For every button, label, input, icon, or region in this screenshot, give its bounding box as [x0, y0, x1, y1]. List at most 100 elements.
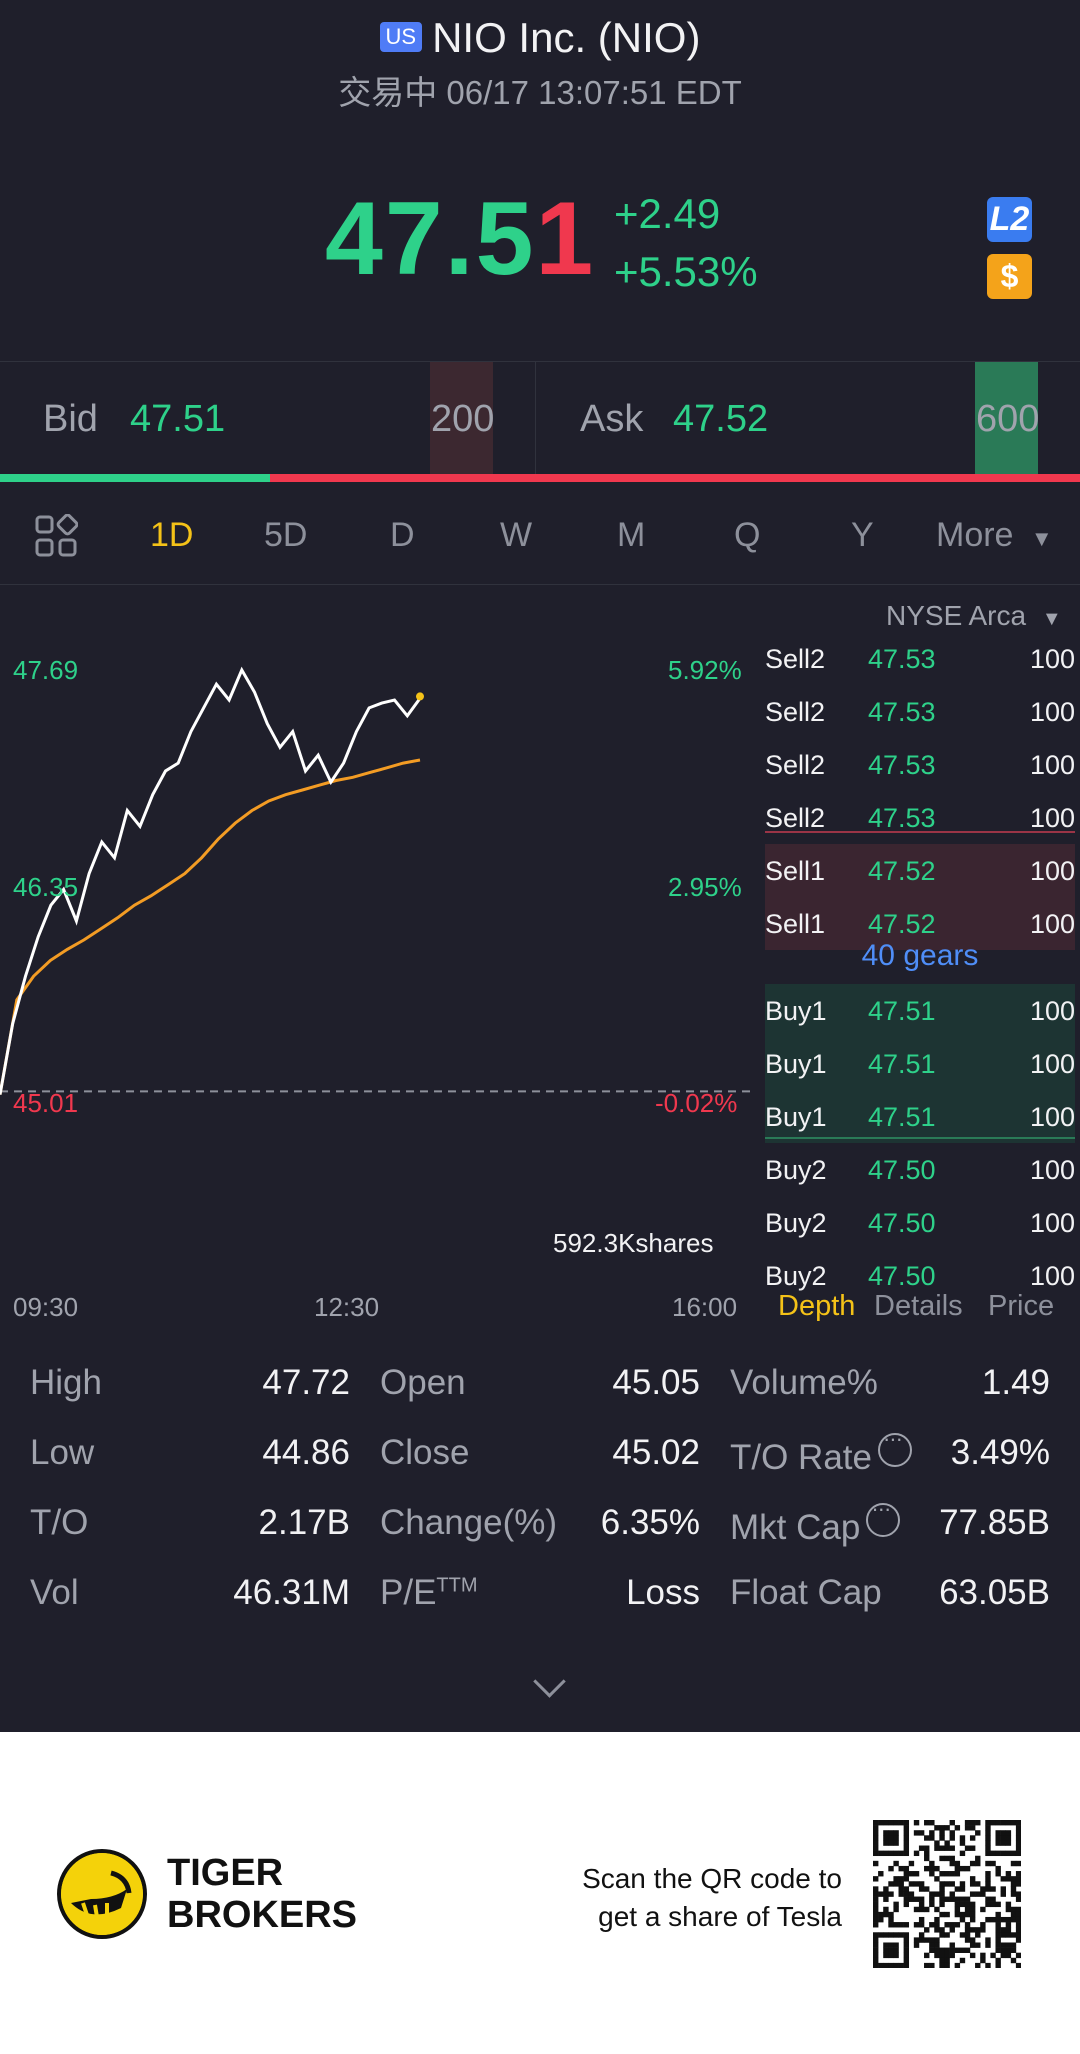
- caret-down-icon: ▼: [1030, 526, 1053, 551]
- bid-ratio-bar: [0, 474, 270, 482]
- stat-value: 6.35%: [600, 1503, 700, 1542]
- order-side: Buy1: [765, 1049, 827, 1079]
- order-side: Sell2: [765, 644, 826, 674]
- order-row: Buy2 47.50 100: [765, 1196, 1075, 1249]
- order-side: Sell1: [765, 909, 826, 939]
- tab-1d[interactable]: 1D: [150, 516, 194, 554]
- stat-value: 77.85B: [939, 1503, 1050, 1542]
- bid-price: 47.51: [130, 398, 226, 440]
- order-row: Buy1 47.51 100: [765, 1037, 1075, 1090]
- last-price-dot: [416, 692, 424, 701]
- price-tick-low: 45.01: [13, 1088, 79, 1118]
- order-price: 47.52: [868, 909, 936, 939]
- stat-label-text: Float Cap: [730, 1573, 882, 1612]
- dollar-icon[interactable]: $: [987, 254, 1032, 299]
- stat-label: Float Cap: [730, 1573, 882, 1613]
- order-qty: 100: [1029, 644, 1075, 674]
- chevron-down-icon[interactable]: [533, 1665, 566, 1698]
- last-price: 47.51: [325, 180, 595, 299]
- grid-icon[interactable]: [34, 514, 78, 558]
- tab-q[interactable]: Q: [734, 516, 761, 554]
- tab-w[interactable]: W: [500, 516, 533, 554]
- order-price: 47.50: [868, 1155, 936, 1185]
- stat-label: Change(%): [380, 1503, 557, 1543]
- buy-divider: [765, 1137, 1075, 1139]
- gears-label[interactable]: 40 gears: [861, 939, 979, 972]
- price-change: +2.49: [614, 190, 721, 237]
- stock-name: NIO Inc. (NIO): [432, 14, 701, 61]
- stat-label: Volume%: [730, 1363, 878, 1403]
- stat-label-text: Vol: [30, 1573, 79, 1612]
- stat-label-text: Volume%: [730, 1363, 878, 1402]
- brand-line1: TIGER: [167, 1852, 284, 1894]
- order-row: Buy1 47.51 100: [765, 1090, 1075, 1143]
- stat-label-sup: TTM: [436, 1574, 478, 1597]
- price-tick-high: 47.69: [13, 655, 79, 685]
- stat-label-text: Low: [30, 1433, 95, 1472]
- order-price: 47.52: [868, 856, 936, 886]
- caret-down-icon: ▼: [1041, 608, 1062, 630]
- scan-text: Scan the QR code to get a share of Tesla: [560, 1860, 842, 1936]
- bid-label: Bid: [43, 398, 98, 440]
- order-row: Buy2 47.50 100: [765, 1143, 1075, 1196]
- order-side: Sell1: [765, 856, 826, 886]
- stat-value: 63.05B: [939, 1573, 1050, 1612]
- tab-y[interactable]: Y: [851, 516, 874, 554]
- order-side: Buy2: [765, 1208, 827, 1238]
- avg-price-line: [0, 758, 421, 1095]
- order-side: Sell2: [765, 697, 826, 727]
- order-price: 47.53: [868, 697, 936, 727]
- stat-label-text: P/E: [380, 1573, 437, 1612]
- stat-value: 2.17B: [258, 1503, 350, 1542]
- stat-value: 45.02: [612, 1433, 700, 1472]
- tab-5d[interactable]: 5D: [264, 516, 308, 554]
- stat-label-text: Change(%): [380, 1503, 558, 1542]
- order-price: 47.53: [868, 803, 936, 833]
- qr-code[interactable]: [873, 1820, 1021, 1968]
- stat-label-text: T/O Rate: [730, 1438, 872, 1477]
- stat-value: 45.05: [612, 1363, 700, 1402]
- order-price: 47.51: [868, 1102, 936, 1132]
- stat-value: 1.49: [981, 1363, 1050, 1402]
- tab-depth[interactable]: Depth: [778, 1290, 856, 1322]
- ask-qty-bar: [975, 362, 1038, 476]
- tab-m[interactable]: M: [617, 516, 646, 554]
- stat-label-text: High: [30, 1363, 102, 1402]
- order-qty: 100: [1029, 1261, 1075, 1291]
- stat-label: T/O Rate: [730, 1426, 912, 1478]
- stat-label-text: Close: [380, 1433, 470, 1472]
- exchange-selector[interactable]: NYSE Arca ▼: [886, 600, 1062, 632]
- order-price: 47.50: [868, 1261, 936, 1291]
- more-label: More: [936, 516, 1014, 554]
- info-icon[interactable]: [877, 1426, 912, 1467]
- order-row: Buy1 47.51 100: [765, 984, 1075, 1037]
- price-tick-mid: 46.35: [13, 872, 79, 902]
- stat-value: 3.49%: [950, 1433, 1050, 1472]
- stat-label: Mkt Cap: [730, 1496, 901, 1548]
- period-tabs: 1D 5D D W M Q Y More ▼: [0, 484, 1080, 584]
- trading-status: 交易中 06/17 13:07:51 EDT: [338, 74, 742, 111]
- bid-ask-bar: Bid 47.51 200 Ask 47.52 600: [0, 362, 1080, 476]
- order-qty: 100: [1029, 1049, 1075, 1079]
- stat-value: Loss: [626, 1573, 700, 1612]
- stat-value: 47.72: [262, 1363, 350, 1402]
- brand-line2: BROKERS: [167, 1894, 358, 1936]
- intraday-chart[interactable]: [0, 585, 760, 1315]
- more-tab[interactable]: More ▼: [936, 516, 1053, 555]
- stat-label-text: T/O: [30, 1503, 89, 1542]
- bid-qty-bar: [430, 362, 493, 476]
- order-qty: 100: [1029, 909, 1075, 939]
- stock-title: US NIO Inc. (NIO): [0, 14, 1080, 62]
- tab-details[interactable]: Details: [874, 1290, 963, 1322]
- tab-d[interactable]: D: [390, 516, 415, 554]
- order-qty: 100: [1029, 856, 1075, 886]
- order-qty: 100: [1029, 1102, 1075, 1132]
- ask-price: 47.52: [673, 398, 769, 440]
- tab-price[interactable]: Price: [988, 1290, 1055, 1322]
- stat-label: T/O: [30, 1503, 88, 1543]
- order-row: Sell2 47.53 100: [765, 632, 1075, 685]
- level2-icon[interactable]: L2: [987, 197, 1032, 242]
- market-badge: US: [379, 22, 423, 52]
- info-icon[interactable]: [866, 1496, 901, 1537]
- divider: [535, 362, 536, 476]
